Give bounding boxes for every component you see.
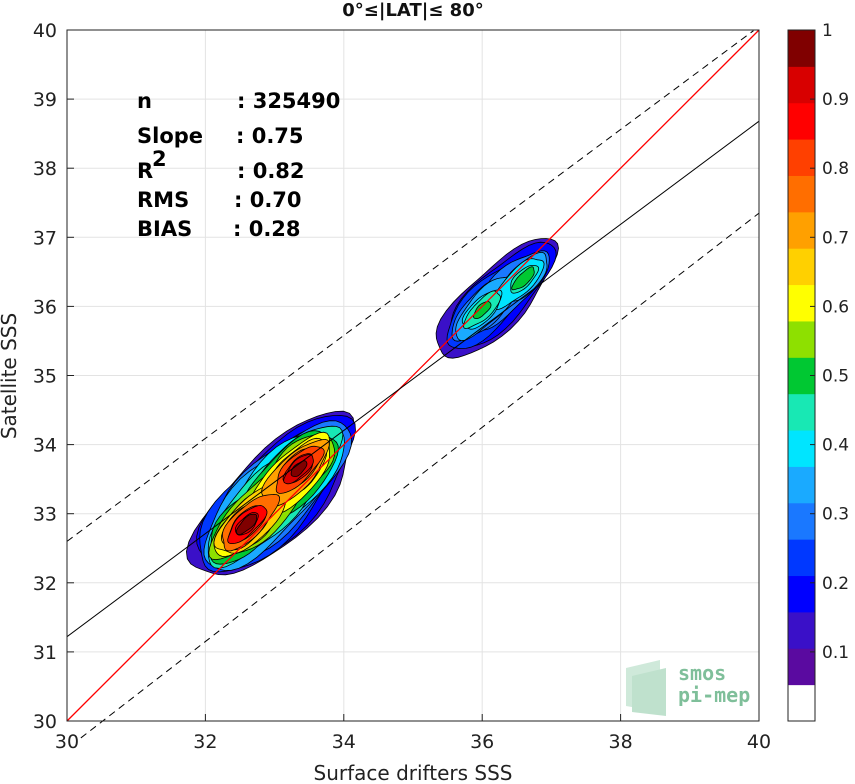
- colorbar-swatch: [788, 575, 815, 613]
- colorbar-tick-label: 0.1: [822, 643, 849, 663]
- y-tick-label: 35: [33, 366, 57, 388]
- x-tick-label: 36: [470, 731, 494, 753]
- x-tick-label: 30: [55, 731, 79, 753]
- colorbar-tick-label: 1: [822, 21, 833, 41]
- y-tick-label: 40: [33, 20, 57, 42]
- stat-value: : 0.75: [236, 124, 304, 148]
- stat-label: RMS: [137, 188, 189, 212]
- identity-line: [66, 29, 760, 722]
- smos-pimep-logo: smos pi-mep: [626, 660, 750, 716]
- colorbar-swatch: [788, 502, 815, 540]
- y-tick-label: 32: [33, 573, 57, 595]
- colorbar-tick-label: 0.6: [822, 297, 849, 317]
- colorbar-tick-label: 0.9: [822, 90, 849, 110]
- x-tick-label: 32: [193, 731, 217, 753]
- colorbar: 0.1 0.2 0.3 0.4 0.5 0.6 0.7 0.8 0.9 1: [787, 21, 849, 722]
- logo-text-line2: pi-mep: [678, 683, 750, 707]
- colorbar-swatch: [788, 539, 815, 577]
- colorbar-tick-label: 0.2: [822, 574, 849, 594]
- colorbar-tick-label: 0.4: [822, 436, 849, 456]
- colorbar-swatch: [788, 30, 815, 67]
- contour-level: [473, 301, 492, 319]
- colorbar-swatch: [788, 320, 815, 358]
- density-cluster-low: [185, 410, 356, 576]
- colorbar-tick-label: 0.8: [822, 159, 849, 179]
- fit-line: [66, 120, 760, 638]
- y-tick-label: 34: [33, 435, 57, 457]
- logo-text-line1: smos: [678, 661, 726, 685]
- colorbar-swatch: [788, 648, 815, 686]
- stats-box: n : 325490 Slope : 0.75 R2 : 0.82 RMS : 0.70 BIA…: [137, 89, 340, 241]
- contour-level: [290, 460, 308, 478]
- contour-level: [511, 266, 535, 291]
- colorbar-swatch: [788, 466, 815, 504]
- y-tick-label: 36: [33, 296, 57, 318]
- logo-graphic-front: [632, 668, 666, 716]
- y-tick-label: 38: [33, 158, 57, 180]
- colorbar-swatch: [788, 66, 815, 104]
- x-tick-label: 34: [332, 731, 356, 753]
- y-tick-label: 31: [33, 642, 57, 664]
- colorbar-swatch: [788, 284, 815, 322]
- stat-value: : 325490: [237, 89, 340, 113]
- colorbar-swatch: [788, 430, 815, 467]
- colorbar-swatch: [788, 102, 815, 140]
- stat-value: : 0.28: [233, 217, 301, 241]
- reference-lines: [66, 29, 760, 739]
- y-tick-label: 39: [33, 89, 57, 111]
- lower-bound-line: [80, 212, 760, 739]
- colorbar-swatch: [788, 393, 815, 431]
- x-axis-label: Surface drifters SSS: [314, 761, 513, 784]
- y-axis-label: Satellite SSS: [0, 313, 21, 439]
- stat-label: Slope: [137, 124, 203, 148]
- stat-label-superscript: 2: [152, 147, 167, 171]
- y-tick-labels: 30 31 32 33 34 35 36 37 38 39 40: [33, 20, 57, 733]
- y-tick-label: 30: [33, 711, 57, 733]
- x-tick-label: 38: [609, 731, 633, 753]
- plot-frame: [66, 29, 760, 722]
- x-tick-label: 40: [747, 731, 771, 753]
- density-cluster-high: [435, 238, 559, 359]
- colorbar-swatch: [788, 248, 815, 286]
- colorbar-tick-label: 0.7: [822, 228, 849, 248]
- stat-value: : 0.82: [237, 159, 305, 183]
- colorbar-tick-label: 0.3: [822, 505, 849, 525]
- y-tick-label: 33: [33, 504, 57, 526]
- colorbar-swatch: [788, 684, 815, 722]
- colorbar-swatch: [788, 139, 815, 176]
- stat-label: BIAS: [137, 217, 192, 241]
- chart-title: 0°≤|LAT|≤ 80°: [342, 0, 483, 21]
- colorbar-swatch: [788, 211, 815, 249]
- stat-label: n: [137, 89, 152, 113]
- density-contours: [185, 238, 559, 576]
- upper-bound-line: [66, 30, 754, 542]
- x-tick-labels: 30 32 34 36 38 40: [55, 731, 771, 753]
- stat-value: : 0.70: [234, 188, 302, 212]
- colorbar-swatch: [788, 611, 815, 649]
- colorbar-swatch: [788, 175, 815, 213]
- y-tick-label: 37: [33, 227, 57, 249]
- contour-level: [235, 513, 258, 536]
- colorbar-tick-label: 0.5: [822, 367, 849, 387]
- stat-label: R: [137, 159, 153, 183]
